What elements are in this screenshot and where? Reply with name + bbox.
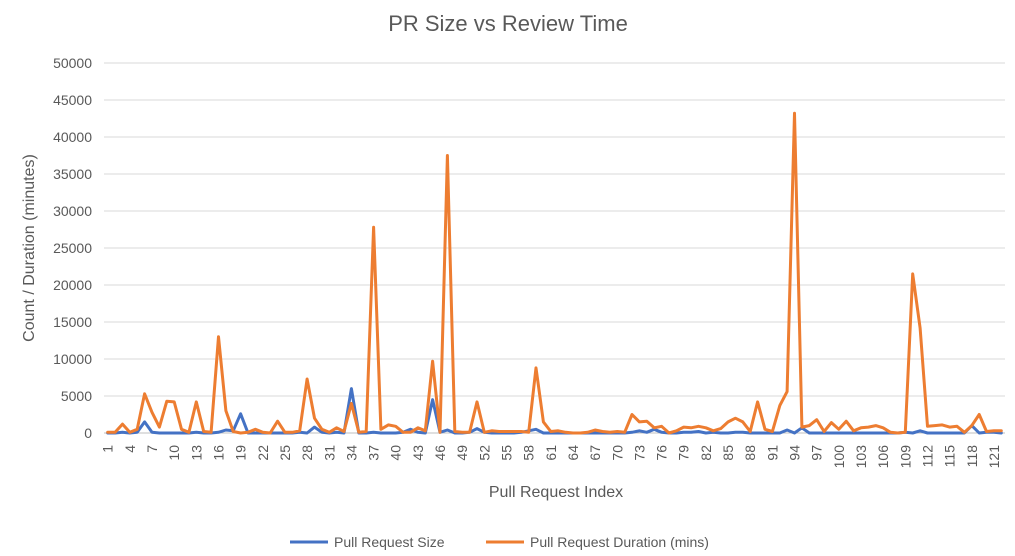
x-tick-label: 43	[410, 445, 426, 461]
x-tick-label: 22	[255, 445, 271, 461]
chart-title: PR Size vs Review Time	[388, 11, 628, 36]
series-line-pr-duration	[106, 111, 1003, 435]
x-tick-label: 100	[831, 445, 847, 469]
y-axis-title: Count / Duration (minutes)	[21, 154, 38, 342]
x-tick-label: 91	[764, 445, 780, 461]
x-tick-label: 106	[875, 445, 891, 469]
y-tick-label: 10000	[53, 351, 92, 367]
x-tick-label: 46	[432, 445, 448, 461]
y-axis-ticks: 0 5000 10000 15000 20000 25000 30000 35000 40000…	[53, 55, 92, 441]
x-tick-label: 79	[676, 445, 692, 461]
legend: Pull Request Size Pull Request Duration (…	[290, 534, 709, 550]
x-tick-label: 73	[631, 445, 647, 461]
x-tick-label: 34	[343, 445, 359, 461]
y-tick-label: 40000	[53, 129, 92, 145]
x-tick-label: 67	[587, 445, 603, 461]
x-tick-label: 49	[454, 445, 470, 461]
gridlines	[104, 62, 1005, 434]
series-line-pr-size	[106, 387, 1003, 435]
y-tick-label: 15000	[53, 314, 92, 330]
x-tick-label: 97	[809, 445, 825, 461]
y-tick-label: 50000	[53, 55, 92, 71]
x-tick-label: 28	[299, 445, 315, 461]
y-tick-label: 45000	[53, 92, 92, 108]
x-tick-label: 76	[654, 445, 670, 461]
x-tick-label: 61	[543, 445, 559, 461]
x-tick-label: 19	[233, 445, 249, 461]
y-tick-label: 0	[84, 425, 92, 441]
legend-label: Pull Request Size	[334, 534, 445, 550]
legend-label: Pull Request Duration (mins)	[530, 534, 709, 550]
x-tick-label: 10	[166, 445, 182, 461]
x-tick-label: 85	[720, 445, 736, 461]
x-axis-title: Pull Request Index	[489, 484, 623, 501]
x-tick-label: 40	[388, 445, 404, 461]
x-tick-label: 103	[853, 445, 869, 469]
y-tick-label: 25000	[53, 240, 92, 256]
x-tick-label: 16	[210, 445, 226, 461]
x-tick-label: 13	[188, 445, 204, 461]
x-tick-label: 25	[277, 445, 293, 461]
x-tick-label: 31	[321, 445, 337, 461]
y-tick-label: 35000	[53, 166, 92, 182]
x-tick-label: 109	[897, 445, 913, 469]
x-tick-label: 82	[698, 445, 714, 461]
x-tick-label: 4	[122, 445, 138, 453]
x-tick-label: 64	[565, 445, 581, 461]
x-tick-label: 37	[366, 445, 382, 461]
series-lines	[106, 111, 1003, 435]
x-tick-label: 7	[144, 445, 160, 453]
x-tick-label: 58	[521, 445, 537, 461]
y-tick-label: 5000	[61, 388, 92, 404]
x-tick-label: 55	[498, 445, 514, 461]
x-tick-label: 70	[609, 445, 625, 461]
y-tick-label: 20000	[53, 277, 92, 293]
x-axis-ticks: 1 4 7 10 13 16 19 22 25 28 31 34 37 40 43 46 49 52 55 58 61 6…	[100, 445, 1002, 469]
x-tick-label: 1	[100, 445, 116, 453]
x-tick-label: 94	[787, 445, 803, 461]
y-tick-label: 30000	[53, 203, 92, 219]
x-tick-label: 118	[964, 445, 980, 468]
x-tick-label: 115	[942, 445, 958, 468]
x-tick-label: 112	[919, 445, 935, 468]
x-tick-label: 52	[476, 445, 492, 461]
x-tick-label: 88	[742, 445, 758, 461]
x-tick-label: 121	[986, 445, 1002, 469]
